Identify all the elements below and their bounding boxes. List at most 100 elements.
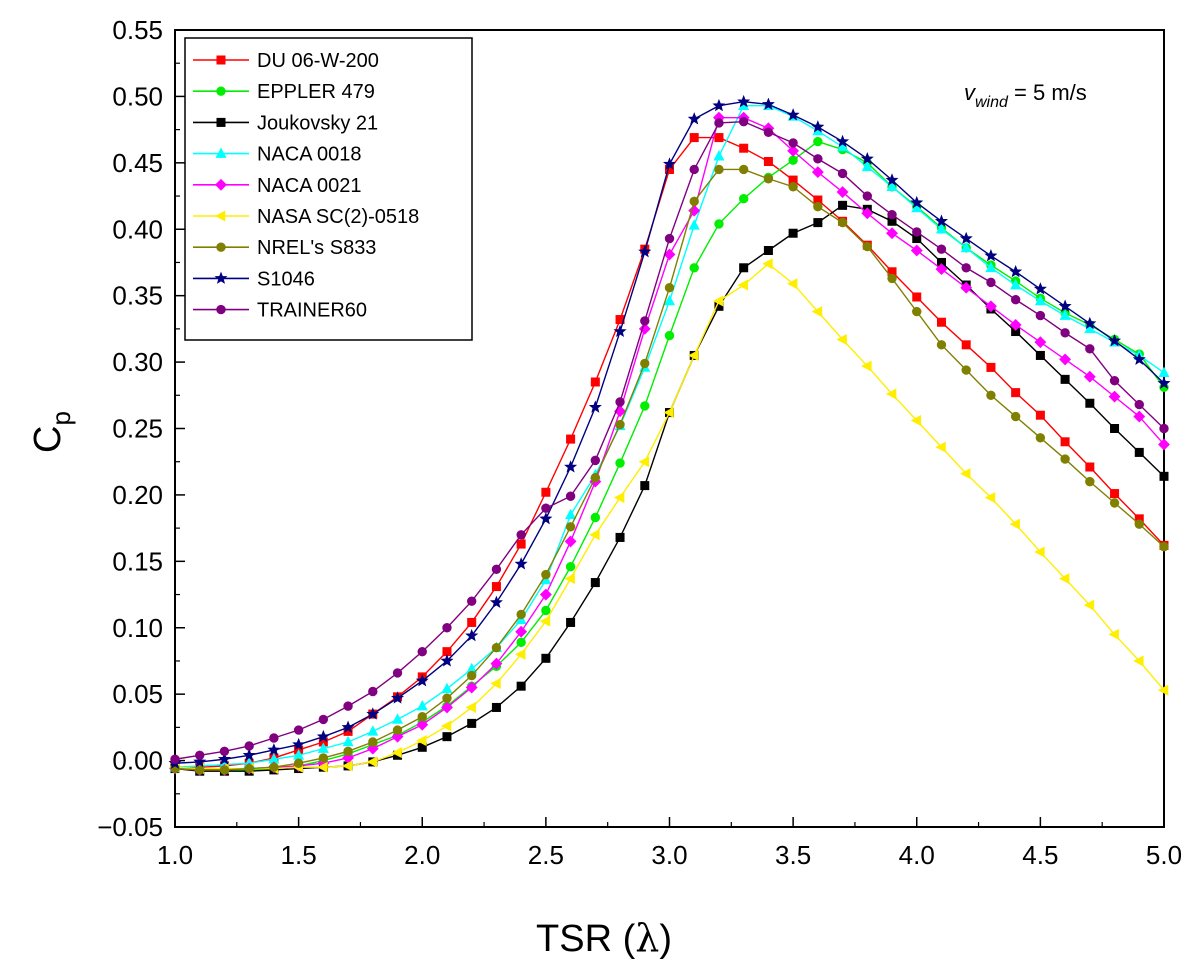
data-point — [761, 97, 775, 110]
data-point — [541, 487, 551, 497]
data-point — [935, 441, 946, 453]
y-tick-label: 0.50 — [112, 81, 163, 111]
data-point — [516, 637, 526, 648]
x-tick-label: 2.0 — [404, 840, 440, 870]
data-point — [318, 753, 329, 763]
x-tick-label: 4.0 — [899, 840, 935, 870]
data-point — [491, 564, 502, 575]
data-point — [217, 752, 231, 765]
data-point — [590, 578, 600, 588]
data-point — [813, 136, 823, 147]
data-point — [762, 258, 773, 270]
data-point — [1060, 454, 1070, 464]
data-point — [1110, 489, 1120, 499]
data-point — [961, 263, 971, 273]
data-point — [1159, 471, 1169, 481]
data-point — [687, 112, 701, 125]
data-point — [714, 133, 724, 143]
data-point — [1109, 375, 1120, 386]
data-point — [489, 595, 503, 609]
data-point — [566, 617, 576, 627]
legend-marker — [215, 147, 227, 158]
data-point — [763, 246, 773, 256]
data-point — [861, 160, 873, 172]
data-point — [1034, 546, 1045, 558]
data-point — [515, 625, 528, 638]
data-point — [615, 397, 625, 407]
data-point — [541, 569, 551, 580]
data-point — [467, 718, 477, 728]
data-point — [1108, 334, 1122, 347]
legend-marker — [216, 55, 226, 65]
data-point — [490, 678, 501, 690]
legend-marker — [216, 86, 226, 96]
data-point — [788, 138, 798, 148]
data-point — [959, 231, 973, 245]
data-point — [936, 340, 947, 350]
data-point — [935, 223, 947, 234]
data-point — [1083, 599, 1095, 611]
data-point — [195, 765, 205, 775]
data-point — [984, 492, 996, 504]
data-point — [465, 628, 479, 642]
data-point — [936, 317, 946, 327]
data-point — [886, 180, 898, 192]
y-tick-label: 0.20 — [112, 480, 163, 510]
data-point — [910, 195, 924, 209]
data-point — [1157, 684, 1169, 696]
data-point — [961, 365, 971, 375]
data-point — [786, 108, 800, 121]
data-point — [1083, 370, 1096, 383]
data-point — [565, 491, 576, 501]
data-point — [986, 362, 996, 372]
y-tick-label: 0.15 — [112, 546, 163, 576]
legend-label: DU 06-W-200 — [257, 50, 379, 72]
data-point — [935, 263, 948, 276]
legend-label: S1046 — [257, 268, 315, 290]
legend-label: Joukovsky 21 — [257, 112, 378, 134]
data-point — [811, 120, 825, 133]
data-point — [960, 468, 971, 480]
data-point — [1059, 309, 1071, 320]
legend: DU 06-W-200 EPPLER 479 Joukovsky 21 NACA 00… — [184, 37, 473, 341]
svg-text:Cp: Cp — [27, 411, 76, 453]
data-point — [516, 539, 526, 549]
data-point — [491, 582, 501, 592]
data-point — [985, 300, 997, 313]
data-point — [564, 460, 578, 473]
data-point — [440, 720, 452, 732]
data-point — [317, 761, 328, 773]
data-point — [712, 98, 726, 112]
data-point — [813, 218, 823, 228]
data-point — [911, 201, 923, 213]
series-nasa-sc-2-0518 — [168, 258, 1169, 775]
data-point — [640, 401, 650, 411]
data-point — [713, 150, 725, 161]
data-point — [1035, 433, 1046, 443]
data-point — [613, 324, 627, 338]
data-point — [565, 508, 577, 520]
data-point — [885, 388, 897, 400]
data-point — [1159, 423, 1169, 434]
data-point — [515, 648, 526, 660]
data-point — [516, 681, 526, 691]
data-point — [341, 720, 355, 733]
data-point — [1033, 282, 1047, 295]
data-point — [1009, 264, 1023, 278]
data-point — [714, 164, 724, 175]
data-point — [539, 512, 553, 525]
data-point — [1085, 476, 1095, 487]
legend-label: NREL's S833 — [257, 237, 376, 259]
data-point — [516, 609, 526, 620]
data-point — [415, 674, 429, 687]
data-point — [689, 164, 699, 175]
data-point — [541, 653, 551, 663]
data-point — [737, 94, 751, 108]
data-point — [1084, 322, 1096, 334]
data-point — [417, 712, 427, 722]
data-point — [1134, 447, 1144, 457]
data-point — [862, 241, 872, 252]
legend-entry: TRAINER60 — [193, 300, 367, 322]
data-point — [269, 762, 279, 772]
data-point — [1010, 294, 1021, 305]
